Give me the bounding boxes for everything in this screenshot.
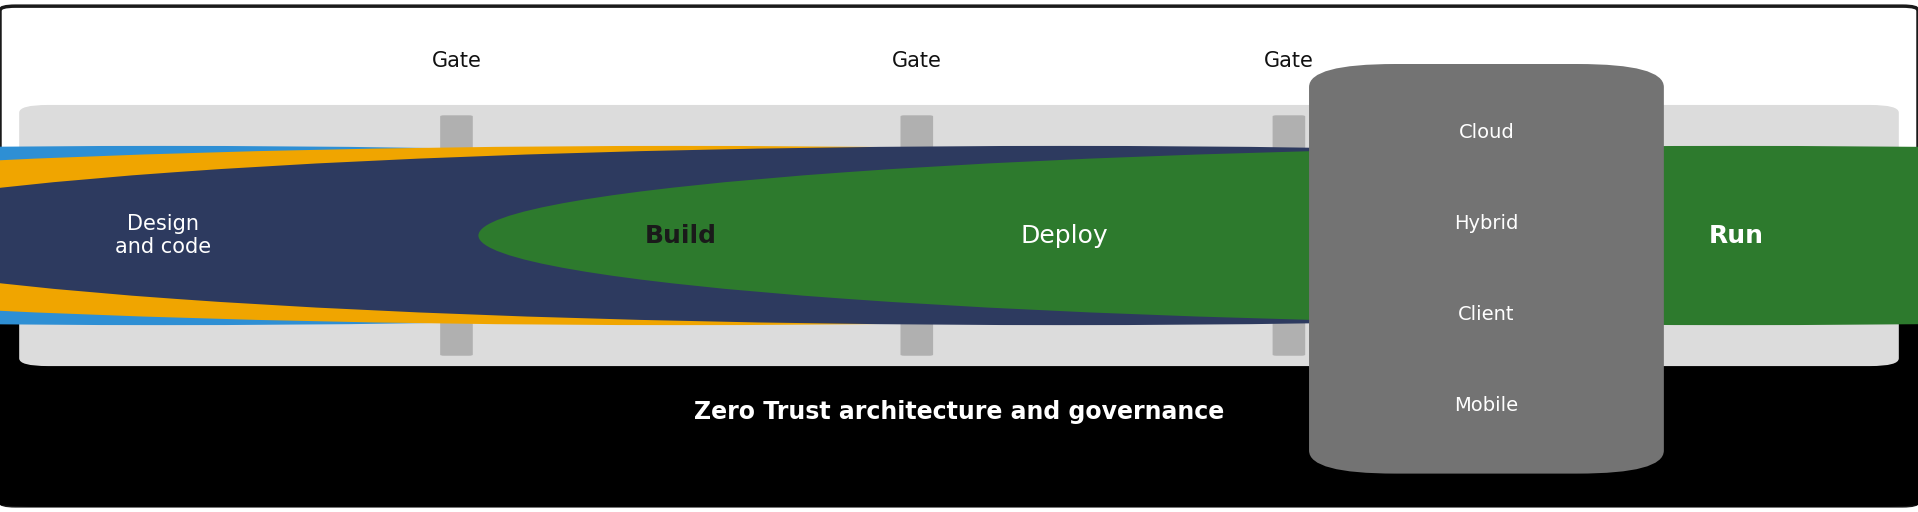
Text: Zero Trust architecture and governance: Zero Trust architecture and governance bbox=[694, 400, 1224, 424]
Text: Design
and code: Design and code bbox=[115, 214, 211, 257]
FancyBboxPatch shape bbox=[441, 214, 472, 258]
Ellipse shape bbox=[0, 146, 1421, 325]
FancyBboxPatch shape bbox=[1274, 164, 1306, 208]
Ellipse shape bbox=[478, 146, 1918, 325]
Ellipse shape bbox=[0, 146, 1918, 325]
Text: Cloud: Cloud bbox=[1458, 123, 1515, 142]
Text: Build: Build bbox=[644, 224, 717, 247]
Text: Gate: Gate bbox=[432, 51, 481, 72]
FancyBboxPatch shape bbox=[901, 164, 932, 208]
Text: Hybrid: Hybrid bbox=[1454, 214, 1519, 233]
Text: Gate: Gate bbox=[892, 51, 942, 72]
Ellipse shape bbox=[0, 146, 1918, 325]
FancyBboxPatch shape bbox=[1274, 115, 1306, 159]
Text: Mobile: Mobile bbox=[1454, 396, 1519, 415]
FancyBboxPatch shape bbox=[1310, 64, 1663, 474]
FancyBboxPatch shape bbox=[901, 263, 932, 307]
FancyBboxPatch shape bbox=[1274, 263, 1306, 307]
Text: Gate: Gate bbox=[1264, 51, 1314, 72]
FancyBboxPatch shape bbox=[441, 115, 472, 159]
Text: Deploy: Deploy bbox=[1020, 224, 1109, 247]
FancyBboxPatch shape bbox=[0, 302, 1918, 507]
Text: Client: Client bbox=[1458, 305, 1515, 324]
FancyBboxPatch shape bbox=[441, 164, 472, 208]
FancyBboxPatch shape bbox=[901, 214, 932, 258]
Text: Run: Run bbox=[1709, 224, 1763, 247]
FancyBboxPatch shape bbox=[1274, 214, 1306, 258]
FancyBboxPatch shape bbox=[441, 263, 472, 307]
FancyBboxPatch shape bbox=[19, 105, 1899, 366]
FancyBboxPatch shape bbox=[901, 115, 932, 159]
FancyBboxPatch shape bbox=[1274, 312, 1306, 356]
FancyBboxPatch shape bbox=[901, 312, 932, 356]
FancyBboxPatch shape bbox=[441, 312, 472, 356]
FancyBboxPatch shape bbox=[0, 6, 1918, 506]
